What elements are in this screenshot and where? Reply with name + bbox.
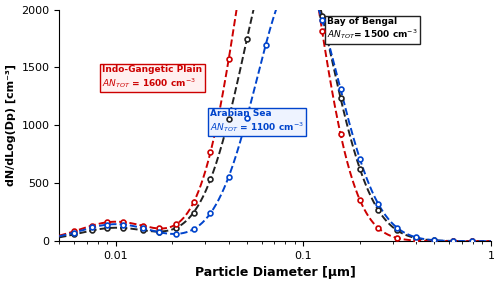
- Text: Arabian Sea
$AN_{TOT}$ = 1100 cm$^{-3}$: Arabian Sea $AN_{TOT}$ = 1100 cm$^{-3}$: [210, 109, 304, 134]
- Text: Indo-Gangetic Plain
$AN_{TOT}$ = 1600 cm$^{-3}$: Indo-Gangetic Plain $AN_{TOT}$ = 1600 cm…: [102, 65, 202, 90]
- X-axis label: Particle Diameter [μm]: Particle Diameter [μm]: [194, 266, 356, 280]
- Text: Bay of Bengal
$AN_{TOT}$= 1500 cm$^{-3}$: Bay of Bengal $AN_{TOT}$= 1500 cm$^{-3}$: [327, 17, 418, 42]
- Y-axis label: dN/dLog(Dp) [cm⁻³]: dN/dLog(Dp) [cm⁻³]: [6, 64, 16, 186]
